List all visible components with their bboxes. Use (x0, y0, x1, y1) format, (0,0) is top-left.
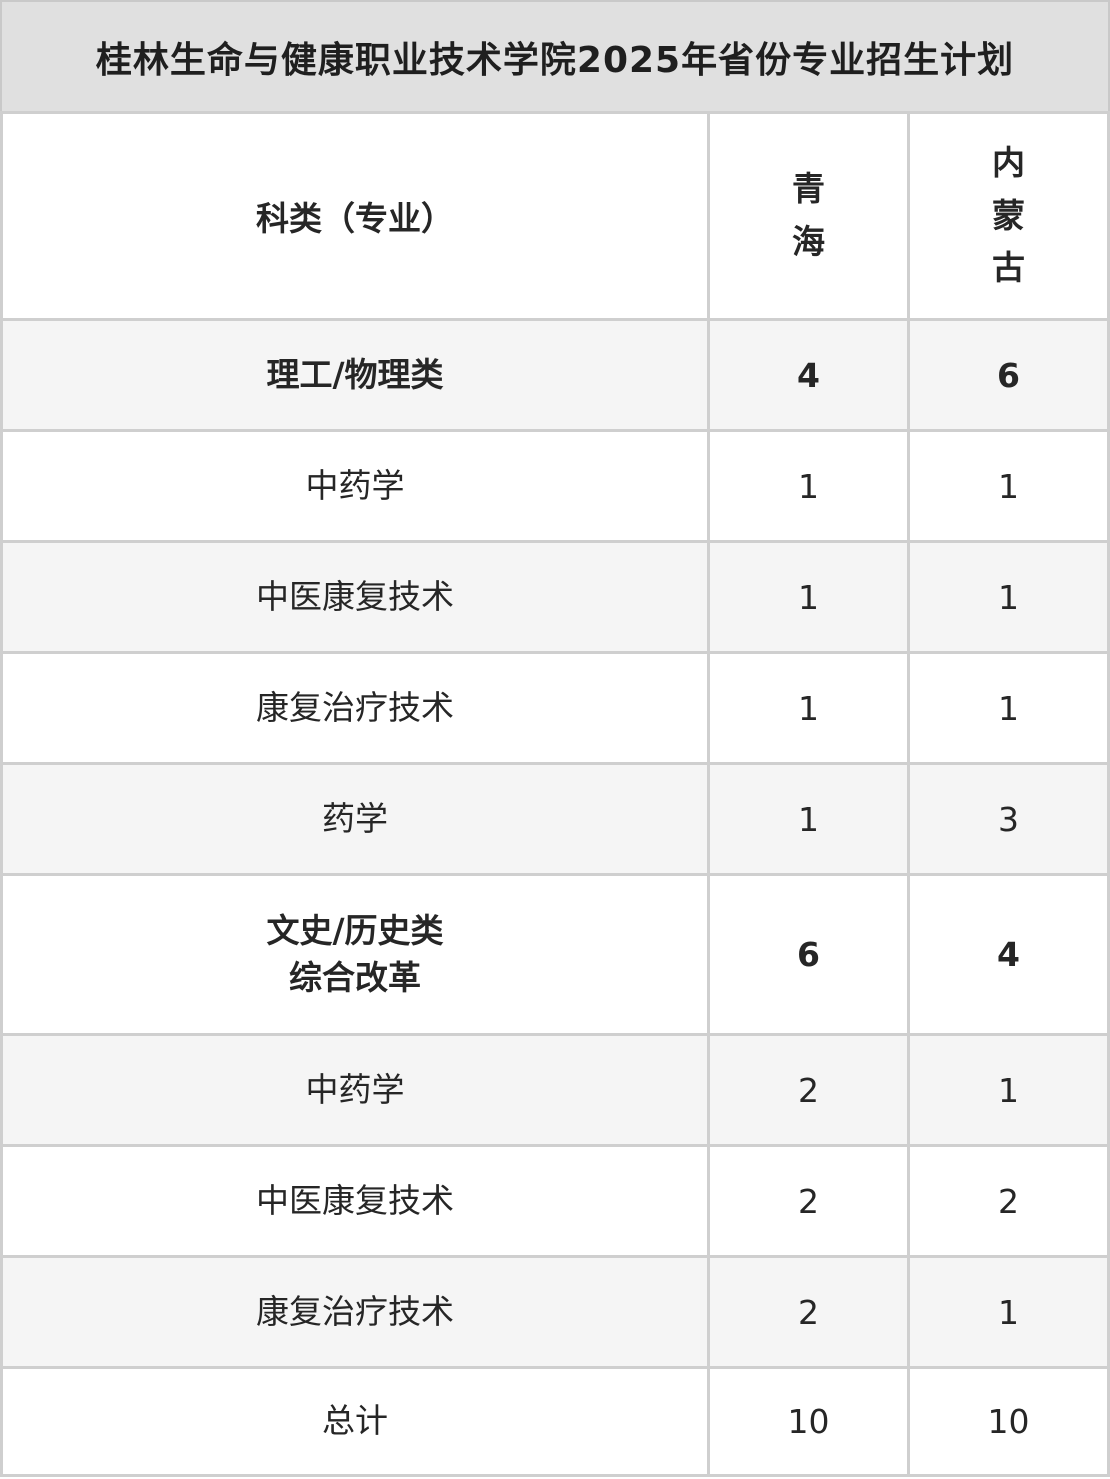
row-kangfuzhiliao1-text: 康复治疗技术 (256, 687, 454, 727)
row-zhongyikangfu1-text: 中医康复技术 (256, 576, 454, 616)
row-kangfuzhiliao1-neimenggu-value: 1 (910, 654, 1107, 762)
row-ligong-text: 理工/物理类 (266, 354, 444, 394)
row-kangfuzhiliao2-text: 康复治疗技术 (256, 1291, 454, 1331)
row-yaoxue-qinghai-value: 1 (710, 765, 907, 873)
row-ligong-label: 理工/物理类 (3, 321, 707, 429)
row-zhongyikangfu2-neimenggu-value: 2 (910, 1147, 1107, 1255)
row-kangfuzhiliao1-label: 康复治疗技术 (3, 654, 707, 762)
enrollment-table: 科类（专业） 青海 内蒙古 理工/物理类 4 6 中药学 1 1 中医康复技术 … (0, 111, 1110, 1477)
row-total-neimenggu-value: 10 (910, 1369, 1107, 1474)
row-zhongyikangfu1-qinghai-value: 1 (710, 543, 907, 651)
row-zhongyikangfu2-label: 中医康复技术 (3, 1147, 707, 1255)
column-header-category-label: 科类（专业） (256, 199, 454, 238)
row-kangfuzhiliao2-neimenggu-value: 1 (910, 1258, 1107, 1366)
row-kangfuzhiliao1-qinghai-value: 1 (710, 654, 907, 762)
row-zhongyaoxue1-qinghai-value: 1 (710, 432, 907, 540)
row-ligong-qinghai-value: 4 (710, 321, 907, 429)
column-header-qinghai: 青海 (710, 114, 907, 318)
row-zhongyaoxue2-qinghai-value: 2 (710, 1036, 907, 1144)
row-kangfuzhiliao2-qinghai-value: 2 (710, 1258, 907, 1366)
row-zhongyikangfu2-qinghai-value: 2 (710, 1147, 907, 1255)
row-ligong-neimenggu-value: 6 (910, 321, 1107, 429)
row-yaoxue-text: 药学 (322, 798, 388, 838)
row-wenshi-neimenggu-value: 4 (910, 876, 1107, 1033)
column-header-neimenggu-label: 内蒙古 (992, 142, 1025, 288)
row-wenshi-qinghai-value: 6 (710, 876, 907, 1033)
row-zhongyikangfu1-neimenggu-value: 1 (910, 543, 1107, 651)
row-yaoxue-label: 药学 (3, 765, 707, 873)
row-zhongyaoxue2-label: 中药学 (3, 1036, 707, 1144)
row-zhongyikangfu2-text: 中医康复技术 (256, 1180, 454, 1220)
row-zhongyaoxue2-text: 中药学 (305, 1069, 405, 1109)
row-zhongyikangfu1-label: 中医康复技术 (3, 543, 707, 651)
row-zhongyaoxue2-neimenggu-value: 1 (910, 1036, 1107, 1144)
row-zhongyaoxue1-text: 中药学 (305, 465, 405, 505)
page-title: 桂林生命与健康职业技术学院2025年省份专业招生计划 (0, 0, 1110, 111)
row-wenshi-label: 文史/历史类 综合改革 (3, 876, 707, 1033)
row-kangfuzhiliao2-label: 康复治疗技术 (3, 1258, 707, 1366)
row-yaoxue-neimenggu-value: 3 (910, 765, 1107, 873)
row-total-label: 总计 (3, 1369, 707, 1474)
row-total-qinghai-value: 10 (710, 1369, 907, 1474)
row-zhongyaoxue1-neimenggu-value: 1 (910, 432, 1107, 540)
row-wenshi-text: 文史/历史类 综合改革 (266, 911, 444, 997)
column-header-qinghai-label: 青海 (792, 169, 825, 261)
row-zhongyaoxue1-label: 中药学 (3, 432, 707, 540)
row-total-text: 总计 (322, 1401, 388, 1441)
column-header-category: 科类（专业） (3, 114, 707, 318)
column-header-neimenggu: 内蒙古 (910, 114, 1107, 318)
